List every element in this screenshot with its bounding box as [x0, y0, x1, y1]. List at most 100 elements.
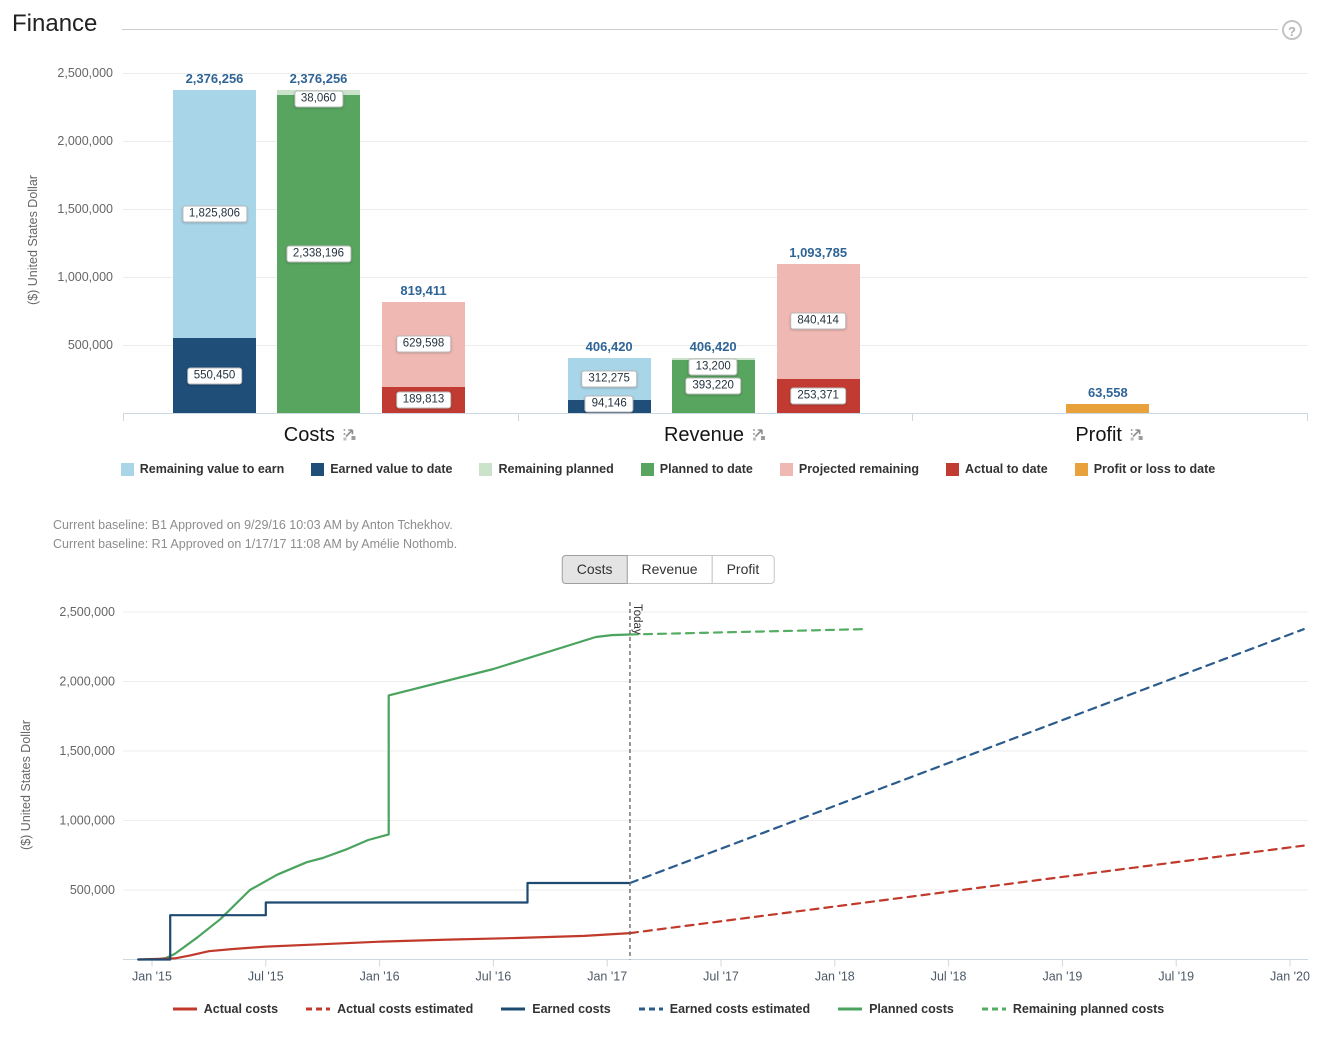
bar-x-axis-tick — [1307, 413, 1308, 421]
legend-swatch — [311, 462, 325, 476]
line-x-tick-label: Jul '17 — [703, 970, 739, 984]
legend-swatch — [640, 462, 654, 476]
bar-y-tick-label: 2,000,000 — [57, 134, 113, 148]
bar-total-label: 406,420 — [585, 338, 633, 354]
bar-y-tick-label: 500,000 — [67, 338, 113, 352]
legend-label: Planned costs — [869, 1002, 954, 1016]
help-icon[interactable]: ? — [1282, 20, 1302, 40]
series-planned-costs — [155, 633, 632, 961]
legend-label: Remaining value to earn — [139, 462, 285, 476]
bar-x-axis-tick — [912, 413, 914, 421]
line-x-tick-label: Jan '19 — [1042, 970, 1082, 984]
line-x-tick-label: Jan '15 — [132, 970, 172, 984]
legend-line-swatch — [638, 1002, 664, 1016]
line-y-tick-label: 1,000,000 — [59, 814, 115, 828]
baseline-note-costs: Current baseline: B1 Approved on 9/29/16… — [53, 518, 453, 532]
series-earned-costs-estimated — [628, 628, 1305, 885]
line-y-tick-label: 500,000 — [70, 883, 115, 897]
legend-item-planned-to-date[interactable]: Planned to date — [640, 462, 753, 476]
line-y-tick-label: 2,500,000 — [59, 605, 115, 619]
series-actual-costs-estimated — [628, 844, 1305, 935]
drilldown-icon[interactable] — [751, 424, 766, 447]
line-x-tick-label: Jul '16 — [476, 970, 512, 984]
legend-label: Earned costs estimated — [669, 1002, 811, 1016]
legend-item-actual-to-date[interactable]: Actual to date — [946, 462, 1048, 476]
line-x-tick-label: Jan '17 — [587, 970, 627, 984]
legend-item-planned-costs[interactable]: Planned costs — [837, 1002, 954, 1016]
legend-label: Earned value to date — [330, 462, 453, 476]
bar-gridline — [123, 345, 1308, 346]
drilldown-icon[interactable] — [1129, 424, 1144, 447]
series-earned-costs — [137, 881, 632, 961]
legend-label: Earned costs — [532, 1002, 611, 1016]
line-y-tick-label: 1,500,000 — [59, 744, 115, 758]
legend-label: Planned to date — [659, 462, 753, 476]
legend-item-remaining-planned-costs[interactable]: Remaining planned costs — [981, 1002, 1164, 1016]
line-x-tick-label: Jul '15 — [248, 970, 284, 984]
bar-segment-value: 38,060 — [293, 90, 344, 108]
legend-line-swatch — [981, 1002, 1007, 1016]
baseline-notes: Current baseline: B1 Approved on 9/29/16… — [53, 516, 457, 554]
line-y-tick-label: 2,000,000 — [59, 675, 115, 689]
bar-segment-value: 629,598 — [395, 335, 452, 353]
legend-line-swatch — [305, 1002, 331, 1016]
bar-segment-value: 2,338,196 — [285, 245, 352, 263]
legend-item-projected-remaining[interactable]: Projected remaining — [779, 462, 919, 476]
legend-item-earned-costs[interactable]: Earned costs — [500, 1002, 611, 1016]
bar-segment-value: 840,414 — [790, 312, 846, 330]
legend-line-swatch — [500, 1002, 526, 1016]
legend-label: Actual costs — [203, 1002, 279, 1016]
bar-segment-profit-or-loss-to-date[interactable] — [1066, 404, 1150, 413]
bar-segment-value: 189,813 — [395, 391, 452, 409]
bar-total-label: 819,411 — [400, 282, 447, 298]
legend-label: Profit or loss to date — [1093, 462, 1216, 476]
line-chart-legend: Actual costs Actual costs estimated Earned… — [0, 1002, 1336, 1016]
bar-chart-legend: Remaining value to earn Earned value to d… — [0, 462, 1336, 476]
page-title: Finance — [12, 10, 98, 37]
bar-total-label: 63,558 — [1087, 385, 1128, 401]
bar-y-tick-label: 1,000,000 — [57, 270, 113, 284]
line-chart-y-axis-title: ($) United States Dollar — [19, 720, 33, 850]
tab-costs[interactable]: Costs — [561, 555, 628, 584]
bar-gridline — [123, 277, 1308, 278]
bar-segment-value: 1,825,806 — [181, 205, 248, 223]
drilldown-icon[interactable] — [342, 424, 357, 447]
bar-chart: 500,000 1,000,000 1,500,000 2,000,000 2,500,… — [0, 0, 1336, 460]
line-x-tick-label: Jan '16 — [360, 970, 400, 984]
legend-item-remaining-planned[interactable]: Remaining planned — [479, 462, 614, 476]
tab-revenue[interactable]: Revenue — [626, 555, 713, 584]
legend-item-actual-costs[interactable]: Actual costs — [172, 1002, 278, 1016]
line-x-tick-label: Jan '20 — [1270, 970, 1310, 984]
bar-segment-value: 550,450 — [186, 367, 243, 385]
legend-swatch — [779, 462, 793, 476]
legend-swatch — [946, 462, 960, 476]
bar-category-profit: Profit — [1075, 424, 1144, 447]
bar-category-label: Profit — [1075, 424, 1122, 446]
bar-segment-value: 393,220 — [685, 377, 741, 395]
bar-x-axis-tick — [123, 413, 124, 421]
chart-tabs: Costs Revenue Profit — [561, 555, 775, 584]
tab-profit[interactable]: Profit — [711, 555, 775, 584]
legend-item-actual-costs-estimated[interactable]: Actual costs estimated — [305, 1002, 473, 1016]
today-label: Today — [631, 604, 643, 635]
bar-gridline — [123, 141, 1308, 142]
legend-item-remaining-value-to-earn[interactable]: Remaining value to earn — [120, 462, 285, 476]
bar-y-tick-label: 2,500,000 — [57, 66, 113, 80]
legend-label: Actual to date — [965, 462, 1048, 476]
series-remaining-planned-costs — [628, 628, 864, 636]
line-x-tick-label: Jul '19 — [1158, 970, 1194, 984]
bar-category-costs: Costs — [284, 424, 357, 447]
legend-line-swatch — [837, 1002, 863, 1016]
legend-item-earned-costs-estimated[interactable]: Earned costs estimated — [638, 1002, 810, 1016]
bar-x-axis-tick — [517, 413, 519, 421]
bar-total-label: 2,376,256 — [289, 70, 348, 86]
legend-item-earned-value-to-date[interactable]: Earned value to date — [311, 462, 452, 476]
legend-swatch — [479, 462, 493, 476]
bar-gridline — [123, 209, 1308, 210]
bar-category-revenue: Revenue — [664, 424, 766, 447]
bar-category-label: Revenue — [663, 424, 745, 446]
legend-item-profit-or-loss-to-date[interactable]: Profit or loss to date — [1074, 462, 1216, 476]
series-actual-costs — [137, 932, 632, 961]
legend-swatch — [120, 462, 134, 476]
line-x-tick-label: Jan '18 — [815, 970, 855, 984]
